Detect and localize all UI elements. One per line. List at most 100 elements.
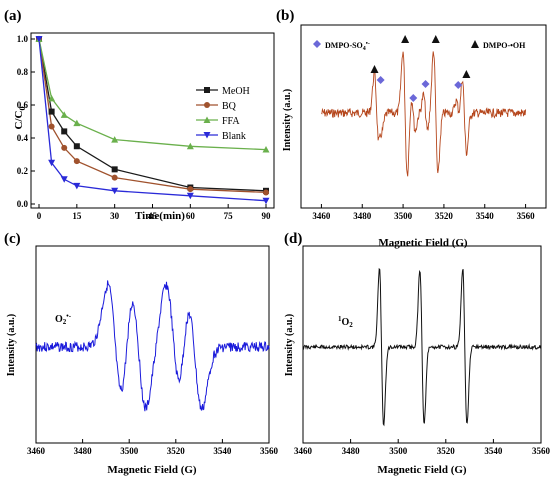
dmpo-oh-peak-marker bbox=[462, 70, 471, 78]
legend-label-blank: Blank bbox=[222, 131, 246, 142]
panel-d-x-tick-label: 3560 bbox=[532, 446, 550, 456]
panel-a-point-blank bbox=[73, 182, 81, 190]
legend-marker-ffa bbox=[203, 116, 211, 123]
dmpo-oh-peak-marker bbox=[370, 65, 379, 73]
panel-a-point-blank bbox=[111, 187, 119, 195]
panel-c-annotation: O2•- bbox=[55, 312, 72, 326]
panel-b-legend: DMPO-SO4•- DMPO-•OH bbox=[313, 40, 526, 52]
panel-c-x-tick-label: 3520 bbox=[167, 446, 186, 456]
panel-b-x-tick-label: 3500 bbox=[394, 211, 413, 221]
panel-a-point-bq bbox=[48, 123, 55, 130]
panel-a-point-blank bbox=[262, 197, 270, 205]
panel-c-spectrum-line bbox=[35, 280, 270, 412]
panel-d-x-tick-label: 3500 bbox=[389, 446, 408, 456]
panel-c-x-axis-label: Magnetic Field (G) bbox=[107, 464, 197, 476]
panel-d-x-tick-label: 3520 bbox=[437, 446, 456, 456]
panel-d-plot-area bbox=[302, 245, 542, 444]
legend-label-ffa: FFA bbox=[222, 116, 240, 127]
panel-a-x-tick-label: 15 bbox=[72, 211, 82, 221]
panel-c-label: (c) bbox=[4, 231, 21, 247]
panel-a-x-tick-label: 90 bbox=[262, 211, 272, 221]
panel-d-x-tick-label: 3460 bbox=[294, 446, 313, 456]
panel-b-x-tick-label: 3540 bbox=[476, 211, 495, 221]
panel-a-y-tick-label: 0.6 bbox=[17, 100, 29, 110]
panel-d-spectrum-line bbox=[302, 267, 542, 427]
panel-a-point-meoh bbox=[48, 108, 55, 115]
panel-a-legend: MeOH BQ FFA Blank bbox=[196, 86, 250, 142]
panel-c-x-tick-label: 3540 bbox=[213, 446, 232, 456]
panel-a-point-bq bbox=[263, 189, 269, 196]
panel-a-x-tick-label: 60 bbox=[186, 211, 196, 221]
legend-label-bq: BQ bbox=[222, 101, 237, 112]
panel-c-epr-spectrum: (c) 3460 3480 3500 3520 3540 3560 O2•- Intens… bbox=[4, 231, 279, 476]
panel-b-peak-markers bbox=[370, 35, 471, 102]
panel-a-point-ffa bbox=[60, 111, 68, 118]
panel-a-x-tick-label: 75 bbox=[224, 211, 234, 221]
panel-b-y-axis-label: Intensity (a.u.) bbox=[282, 89, 293, 152]
legend-dmpo-oh-label: DMPO-•OH bbox=[483, 41, 526, 50]
panel-a-y-axis-label: C/C0 bbox=[13, 107, 27, 130]
panel-a-point-ffa bbox=[186, 142, 194, 150]
dmpo-oh-peak-marker bbox=[431, 35, 440, 43]
panel-b-spectrum-line bbox=[321, 51, 527, 177]
panel-b-epr-spectrum: (b) 3460 3480 3500 3520 3540 3560 DMPO-SO4•- … bbox=[276, 8, 547, 249]
panel-a-point-ffa bbox=[111, 136, 119, 143]
panel-d-annotation: 1O2 bbox=[338, 315, 353, 329]
panel-a-x-tick-label: 0 bbox=[37, 211, 42, 221]
legend-marker-meoh bbox=[204, 87, 210, 93]
panel-a-point-blank bbox=[60, 176, 68, 183]
panel-a-point-ffa bbox=[73, 119, 81, 127]
panel-d-epr-spectrum: (d) 3460 3480 3500 3520 3540 3560 1O2 Intensi… bbox=[284, 231, 550, 476]
panel-a-point-blank bbox=[186, 192, 194, 200]
panel-d-y-axis-label: Intensity (a.u.) bbox=[284, 314, 295, 377]
panel-a-point-ffa bbox=[48, 94, 56, 102]
panel-b-x-tick-label: 3480 bbox=[353, 211, 372, 221]
legend-marker-bq bbox=[204, 102, 210, 108]
panel-a-point-bq bbox=[73, 158, 80, 165]
panel-a-x-axis-label: Time(min) bbox=[135, 210, 185, 222]
dmpo-so4-peak-marker bbox=[454, 81, 463, 89]
panel-a-axes: 0 15 30 45 60 75 90 0.0 0.2 0.4 0.6 0.8 1.0 bbox=[17, 34, 271, 221]
panel-b-plot-area bbox=[300, 24, 547, 209]
panel-b-axes: 3460 3480 3500 3520 3540 3560 bbox=[312, 204, 535, 221]
panel-a-y-tick-label: 1.0 bbox=[17, 34, 29, 44]
panel-a-x-tick-label: 30 bbox=[110, 211, 120, 221]
legend-diamond-marker bbox=[313, 40, 321, 48]
panel-c-x-tick-label: 3500 bbox=[120, 446, 139, 456]
panel-a-point-meoh bbox=[111, 166, 118, 173]
legend-triangle-marker bbox=[471, 40, 479, 48]
panel-d-x-tick-label: 3480 bbox=[342, 446, 361, 456]
panel-a-y-tick-label: 0.4 bbox=[17, 133, 29, 143]
panel-a-point-bq bbox=[111, 174, 118, 181]
panel-a-point-ffa bbox=[262, 146, 270, 153]
dmpo-oh-peak-marker bbox=[401, 35, 410, 43]
panel-a-point-meoh bbox=[73, 143, 80, 150]
dmpo-so4-peak-marker bbox=[409, 94, 418, 102]
panel-c-x-tick-label: 3560 bbox=[260, 446, 279, 456]
panel-c-y-axis-label: Intensity (a.u.) bbox=[6, 314, 17, 377]
panel-a-point-bq bbox=[61, 144, 68, 151]
panel-a-y-tick-label: 0.2 bbox=[17, 166, 29, 176]
panel-a-point-bq bbox=[187, 186, 194, 193]
legend-label-meoh: MeOH bbox=[222, 86, 250, 97]
dmpo-so4-peak-marker bbox=[376, 76, 385, 84]
legend-dmpo-so4-label: DMPO-SO4•- bbox=[325, 41, 370, 52]
panel-b-x-tick-label: 3520 bbox=[435, 211, 454, 221]
panel-a-point-blank bbox=[35, 36, 43, 43]
panel-b-x-tick-label: 3560 bbox=[517, 211, 536, 221]
panel-d-x-tick-label: 3540 bbox=[484, 446, 503, 456]
panel-a-point-blank bbox=[48, 159, 56, 167]
panel-c-axes: 3460 3480 3500 3520 3540 3560 bbox=[27, 439, 279, 456]
panel-b-label: (b) bbox=[276, 8, 294, 24]
panel-a-y-tick-label: 0.0 bbox=[17, 199, 29, 209]
panel-d-axes: 3460 3480 3500 3520 3540 3560 bbox=[294, 439, 550, 456]
panel-a-label: (a) bbox=[4, 8, 22, 24]
panel-b-x-tick-label: 3460 bbox=[312, 211, 331, 221]
panel-a-point-meoh bbox=[61, 128, 68, 135]
panel-d-label: (d) bbox=[284, 231, 302, 247]
panel-a-series-markers bbox=[35, 35, 270, 205]
panel-c-x-tick-label: 3460 bbox=[27, 446, 46, 456]
legend-marker-blank bbox=[203, 132, 211, 139]
panel-a-x-tick-label: 45 bbox=[148, 211, 158, 221]
